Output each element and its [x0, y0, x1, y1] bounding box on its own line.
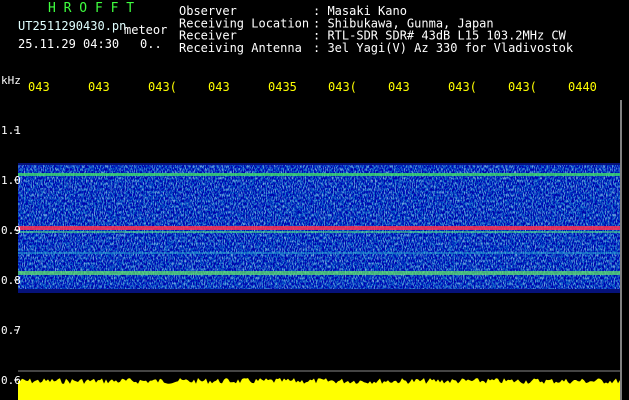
carrier-line [18, 226, 620, 230]
signal-level [18, 378, 620, 400]
time-label: 043( [328, 80, 357, 94]
freq-label: 0.9 [1, 224, 21, 237]
carrier-line [18, 252, 620, 254]
time-label: 043( [508, 80, 537, 94]
info-block: Observer : Masaki Kano Receiving Location:… [179, 4, 574, 55]
app-title: H R O F F T [48, 1, 134, 16]
freq-label: 0.7 [1, 324, 21, 337]
info-label: Receiver [179, 29, 237, 43]
freq-unit: kHz [1, 74, 21, 87]
time-label: 0435 [268, 80, 297, 94]
datetime: 25.11.29 04:30 [18, 37, 119, 51]
file-name: UT2511290430.pn [18, 19, 126, 33]
extra: 0.. [140, 37, 162, 51]
freq-label: 1.0 [1, 174, 21, 187]
file-tag: meteor [124, 23, 167, 37]
info-label: Receiving Antenna [179, 41, 302, 55]
time-label: 043 [88, 80, 110, 94]
time-label: 043 [208, 80, 230, 94]
time-label: 043 [388, 80, 410, 94]
info-label: Observer [179, 4, 237, 18]
info-value: : Masaki Kano [313, 4, 407, 18]
time-label: 043( [448, 80, 477, 94]
noise-band [18, 163, 620, 293]
info-value: : RTL-SDR SDR# 43dB L15 103.2MHz CW [313, 29, 567, 43]
time-label: 043 [28, 80, 50, 94]
freq-label: 0.6 [1, 374, 21, 387]
info-value: : Shibukawa, Gunma, Japan [313, 16, 494, 30]
time-label: 043( [148, 80, 177, 94]
axes: kHz 043 043 043( 043 0435 043( 043 043( 043( 0440 1… [1, 74, 597, 387]
freq-label: 0.8 [1, 274, 21, 287]
info-label: Receiving Location [179, 16, 309, 30]
carrier-line [18, 231, 620, 233]
info-value: : 3el Yagi(V) Az 330 for Vladivostok [313, 41, 574, 55]
time-label: 0440 [568, 80, 597, 94]
freq-label: 1.1 [1, 124, 21, 137]
carrier-line [18, 271, 620, 275]
carrier-line [18, 173, 620, 176]
